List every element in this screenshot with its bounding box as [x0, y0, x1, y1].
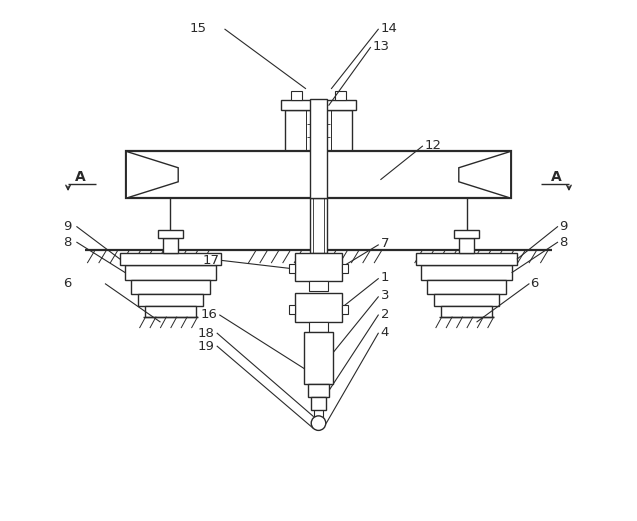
Text: 6: 6 — [531, 277, 539, 290]
Bar — [459, 238, 474, 253]
Circle shape — [311, 416, 326, 430]
Bar — [434, 294, 499, 306]
Text: 8: 8 — [63, 236, 71, 249]
Polygon shape — [126, 152, 178, 198]
Text: A: A — [75, 170, 86, 184]
Text: 14: 14 — [381, 22, 397, 35]
Bar — [416, 253, 517, 265]
Text: 13: 13 — [373, 40, 390, 53]
Bar — [289, 264, 295, 274]
Text: 17: 17 — [203, 254, 220, 267]
Bar — [311, 397, 326, 410]
Bar — [295, 293, 342, 322]
Bar — [310, 198, 327, 253]
Text: 1: 1 — [381, 271, 389, 284]
Bar — [441, 306, 492, 317]
Bar — [427, 280, 506, 294]
Bar — [295, 253, 342, 281]
Bar — [145, 306, 196, 317]
Text: 4: 4 — [381, 326, 389, 339]
Bar — [342, 264, 348, 274]
Bar — [304, 332, 333, 384]
Bar — [163, 238, 178, 253]
Text: 6: 6 — [63, 277, 71, 290]
Text: 2: 2 — [381, 307, 389, 320]
Bar — [309, 281, 328, 291]
Bar — [308, 384, 329, 397]
Text: 19: 19 — [197, 340, 215, 353]
Text: 9: 9 — [559, 220, 568, 233]
Bar — [421, 265, 512, 280]
Bar — [342, 305, 348, 314]
Text: A: A — [551, 170, 562, 184]
Bar — [131, 280, 210, 294]
Bar — [309, 322, 328, 332]
Bar — [454, 230, 479, 238]
Bar — [126, 152, 511, 198]
Bar — [285, 110, 352, 152]
Text: 9: 9 — [63, 220, 71, 233]
Text: 18: 18 — [197, 327, 215, 340]
Bar — [125, 265, 216, 280]
Text: 12: 12 — [425, 139, 442, 152]
Bar — [120, 253, 221, 265]
Text: 7: 7 — [381, 238, 389, 251]
Bar — [289, 305, 295, 314]
Bar — [291, 91, 303, 101]
Bar — [280, 101, 357, 110]
Bar — [310, 100, 327, 198]
Text: 3: 3 — [381, 289, 389, 302]
Bar — [138, 294, 203, 306]
Text: 15: 15 — [190, 22, 207, 35]
Bar — [334, 91, 346, 101]
Text: 8: 8 — [559, 236, 568, 249]
Text: 16: 16 — [200, 307, 217, 320]
Polygon shape — [459, 152, 511, 198]
Bar — [158, 230, 183, 238]
